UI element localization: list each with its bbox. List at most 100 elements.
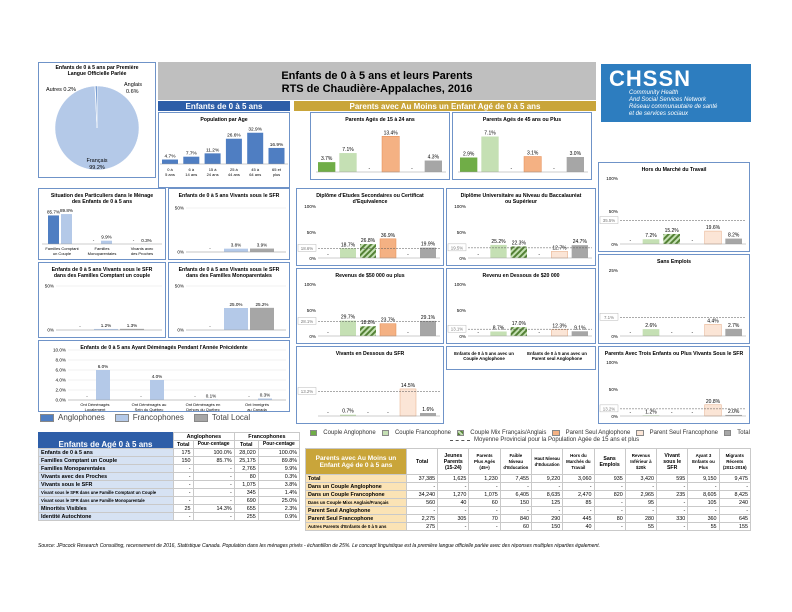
- y-tick: 100%: [606, 360, 618, 365]
- y-tick: 0%: [611, 414, 618, 419]
- chart-title: des Enfants de 0 à 5 ans: [72, 199, 132, 205]
- cell: 1,230: [468, 474, 501, 483]
- cell: -: [173, 472, 194, 481]
- table-row: Vivants sous le SFR - -1,075 3.8%: [38, 480, 301, 489]
- data-label: -: [327, 330, 329, 336]
- cell: 60: [468, 498, 501, 507]
- y-tick: 100%: [304, 204, 316, 209]
- tick-label: Sein du Québec: [135, 407, 164, 412]
- y-tick: 4.0%: [56, 378, 66, 383]
- bar: [224, 308, 248, 330]
- legend-left: Anglophones Francophones Total Local: [40, 413, 250, 422]
- data-label: 9.9%: [101, 235, 111, 240]
- revenus-50k-chart: Revenus de $50 000 ou plus 100% 50% 0% - 29.7…: [297, 273, 440, 339]
- cell: -: [499, 482, 532, 491]
- ref-label-box: [297, 317, 317, 325]
- chart-title: Parents Avec Trois Enfants ou Plus Vivan…: [605, 351, 744, 357]
- bar: [663, 233, 680, 244]
- bar: [490, 331, 507, 336]
- col-header: Revenus Inférieur à $20k: [624, 448, 658, 475]
- cell: 25.0%: [257, 496, 301, 505]
- cell: -: [173, 480, 194, 489]
- data-label: 18.7%: [341, 242, 356, 248]
- bar: [250, 307, 274, 330]
- table-row: Dans un Couple Anglophone - - - - - - - - - - -: [305, 482, 752, 491]
- ref-label-box: [297, 244, 317, 252]
- legend-franco: Francophones: [132, 413, 184, 422]
- tick-label: Dehors du Québec: [186, 407, 220, 412]
- tick-label: Familles Comptant: [45, 246, 79, 251]
- data-label: 25.0%: [229, 302, 242, 307]
- chart-title: Vivants en Dessous du SFR: [336, 351, 405, 357]
- cell: 150: [173, 456, 194, 465]
- data-label: 11.2%: [206, 147, 220, 153]
- data-label: 4.7%: [165, 154, 177, 160]
- cell: 305: [437, 514, 470, 523]
- cell: 645: [718, 514, 752, 523]
- data-label: 7.1%: [342, 147, 354, 153]
- ref-label: 35.5%: [603, 218, 616, 223]
- cell: 1,075: [233, 480, 259, 489]
- cell: -: [468, 506, 501, 515]
- data-label: 32.9%: [248, 127, 262, 133]
- data-label: 1.6%: [422, 407, 434, 413]
- cell: 3.8%: [257, 480, 301, 489]
- ref-label: 13.1%: [451, 327, 464, 332]
- tick-label: 14 ans: [185, 172, 197, 177]
- cell: 70: [468, 514, 501, 523]
- cell: 360: [687, 514, 720, 523]
- cell: -: [192, 472, 235, 481]
- pie-title: Enfants de 0 à 5 ans par Première Langue…: [55, 65, 139, 77]
- trois-enfants-chart: Parents Avec Trois Enfants ou Plus Vivan…: [599, 351, 746, 419]
- cell: 9.9%: [257, 464, 301, 473]
- cell: -: [624, 482, 658, 491]
- cell: 2,965: [624, 490, 658, 499]
- data-label: -: [629, 410, 631, 416]
- cell: -: [593, 482, 626, 491]
- cell: 820: [593, 490, 626, 499]
- y-tick: 0%: [177, 328, 184, 333]
- title-banner: Enfants de 0 à 5 ans et leurs Parents RT…: [158, 62, 596, 100]
- col-total: Total: [173, 440, 194, 449]
- data-label: -: [477, 330, 479, 336]
- table-row: Total 37,385 1,625 1,230 7,455 9,220 3,060 935 3…: [305, 474, 752, 483]
- data-label: 0.3%: [141, 238, 151, 243]
- bar: [268, 147, 285, 164]
- bar: [162, 159, 178, 164]
- cell: -: [192, 496, 235, 505]
- sfr-chart: Enfants de 0 à 5 ans Vivants sous le SFR…: [175, 193, 286, 255]
- cell: 595: [656, 474, 689, 483]
- tick-label: Ont Déménagés au: [132, 402, 167, 407]
- menage-chart: Situation des Particuliers dans le Ménag…: [42, 193, 162, 256]
- cell: 690: [233, 496, 259, 505]
- cell: 0.3%: [257, 472, 301, 481]
- col-francophones: Francophones: [233, 432, 301, 441]
- ref-label-box: [599, 216, 619, 224]
- data-label: 7.7%: [186, 151, 198, 157]
- sfr-chart-box: [168, 188, 290, 260]
- chart-title: Situation des Particuliers dans le Ménag…: [51, 193, 153, 199]
- left-section-header: Enfants de 0 à 5 ans: [158, 101, 290, 111]
- tick-label: Ont Déménagés en: [186, 402, 221, 407]
- bar: [150, 380, 164, 400]
- legend-swatch-anglo: [40, 413, 54, 422]
- cell: 8,605: [687, 490, 720, 499]
- right-data-table: Parents avec Au Moins un Enfant Agé de 0…: [305, 448, 752, 531]
- parents-15-24-chart: Parents Agés de 15 à 24 ans 3.7% 7.1% - 13.4…: [316, 117, 446, 173]
- y-tick: 50%: [45, 284, 54, 289]
- tick-label: 44 ans: [228, 172, 240, 177]
- cell: -: [593, 498, 626, 507]
- left-data-table: Anglophones Francophones Total Pour-centage…: [38, 432, 301, 521]
- data-label: 3.8%: [231, 243, 241, 248]
- row-label: Enfants de 0 à 5 ans: [38, 448, 174, 457]
- y-tick: 25%: [609, 268, 618, 273]
- data-label: -: [368, 166, 370, 172]
- chart-title: Sans Emplois: [657, 259, 691, 265]
- y-tick: 50%: [457, 230, 466, 235]
- logo-line2: And Social Services Network: [629, 97, 707, 103]
- bar: [571, 245, 588, 258]
- legend-couple-mix: Couple Mix Français/Anglais: [470, 430, 547, 436]
- bar: [101, 240, 112, 244]
- data-label: -: [691, 410, 693, 416]
- data-label: 29.1%: [421, 315, 436, 321]
